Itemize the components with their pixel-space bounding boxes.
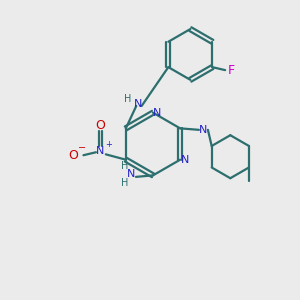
Text: O: O [69, 149, 79, 162]
Text: N: N [180, 155, 189, 165]
Text: F: F [228, 64, 235, 76]
Text: H: H [121, 178, 128, 188]
Text: O: O [95, 119, 105, 132]
Text: N: N [153, 108, 162, 118]
Text: −: − [78, 143, 86, 153]
Text: N: N [134, 100, 142, 110]
Text: H: H [121, 161, 128, 171]
Text: H: H [124, 94, 132, 104]
Text: N: N [126, 169, 135, 179]
Text: N: N [199, 125, 208, 135]
Text: +: + [105, 140, 112, 149]
Text: N: N [96, 146, 105, 156]
